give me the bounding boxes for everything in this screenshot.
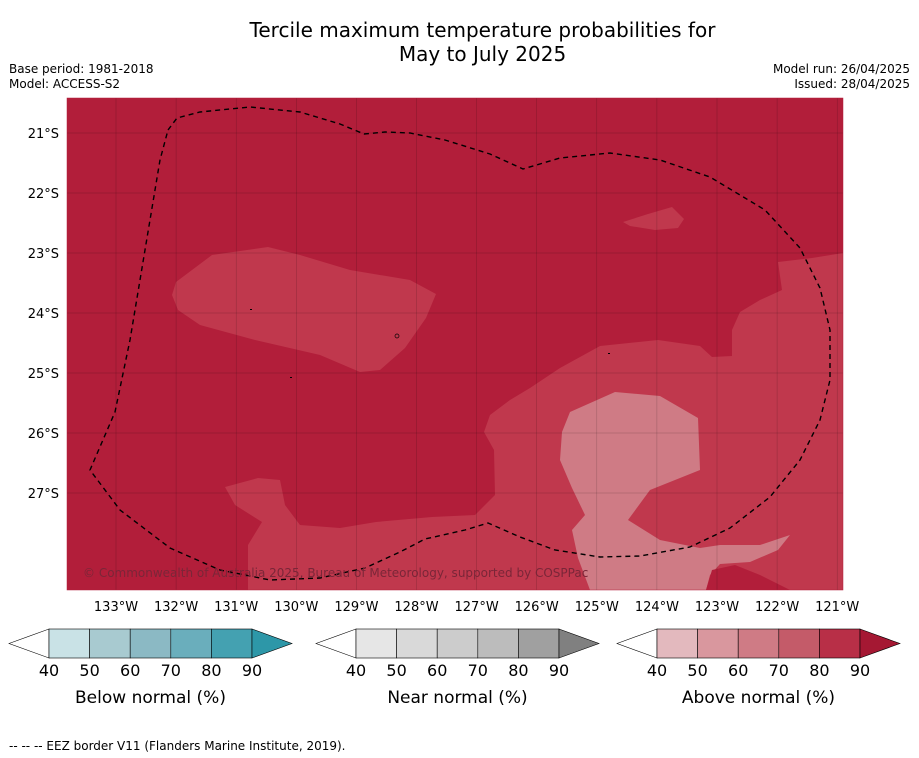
latitude-label: 23°S	[28, 247, 59, 262]
colorbar-title: Below normal (%)	[75, 688, 226, 708]
eez-footnote: -- -- -- EEZ border V11 (Flanders Marine…	[9, 739, 346, 753]
map-area: © Commonwealth of Australia 2025, Bureau…	[67, 98, 843, 590]
colorbar-tick-label: 90	[549, 661, 569, 680]
above-80-90-island	[706, 565, 790, 590]
map-title: Tercile maximum temperature probabilitie…	[0, 18, 919, 66]
colorbar-tick-label: 70	[468, 661, 488, 680]
longitude-label: 123°W	[695, 600, 739, 615]
above-60-70-region	[560, 392, 790, 590]
colorbar-tick-label: 80	[809, 661, 829, 680]
longitude-label: 125°W	[575, 600, 619, 615]
colorbar-tick-label: 50	[79, 661, 99, 680]
colorbar-segment	[396, 628, 438, 659]
longitude-label: 130°W	[274, 600, 318, 615]
colorbar-tick-label: 80	[201, 661, 221, 680]
colorbar-title: Above normal (%)	[682, 688, 835, 708]
colorbar-tick-label: 60	[427, 661, 447, 680]
latitude-label: 27°S	[28, 487, 59, 502]
colorbar-tick-label: 80	[508, 661, 528, 680]
colorbar-segment	[477, 628, 519, 659]
colorbar-tick-label: 90	[242, 661, 262, 680]
colorbar-segment	[737, 628, 780, 659]
colorbars: 40 50 60 70 80 90 Below normal (%) 40 50 60 70 80 90…	[8, 628, 901, 708]
metadata-right: Model run: 26/04/2025 Issued: 28/04/2025	[773, 62, 910, 92]
colorbar-low-extend	[616, 628, 658, 659]
longitude-label: 127°W	[455, 600, 499, 615]
title-line-1: Tercile maximum temperature probabilitie…	[249, 18, 716, 42]
metadata-left: Base period: 1981-2018 Model: ACCESS-S2	[9, 62, 154, 92]
issued-date: Issued: 28/04/2025	[794, 77, 910, 91]
longitude-label: 129°W	[334, 600, 378, 615]
model-name: Model: ACCESS-S2	[9, 77, 121, 91]
above-70-80-region-southeast	[225, 253, 843, 590]
colorbar-tick-label: 60	[120, 661, 140, 680]
colorbar-tick-label: 70	[769, 661, 789, 680]
colorbar-segment	[89, 628, 131, 659]
copyright-text: © Commonwealth of Australia 2025, Bureau…	[83, 566, 588, 580]
colorbar-tick-label: 50	[687, 661, 707, 680]
longitude-labels: 133°W 132°W 131°W 130°W 129°W 128°W 127°W 126°W…	[94, 600, 860, 615]
colorbar-1: 40 50 60 70 80 90 Below normal (%)	[8, 628, 293, 708]
colorbar-low-extend	[8, 628, 50, 659]
colorbar-segment	[129, 628, 172, 659]
latitude-label: 22°S	[28, 187, 59, 202]
longitude-label: 124°W	[635, 600, 679, 615]
colorbar-2: 40 50 60 70 80 90 Near normal (%)	[315, 628, 600, 708]
colorbar-segment	[697, 628, 739, 659]
colorbar-segment	[436, 628, 479, 659]
longitude-label: 126°W	[515, 600, 559, 615]
island-marker	[394, 333, 400, 339]
colorbar-tick-label: 40	[39, 661, 59, 680]
colorbar-segment	[211, 628, 253, 659]
base-period: Base period: 1981-2018	[9, 62, 154, 76]
colorbar-segment	[819, 628, 861, 659]
latitude-label: 25°S	[28, 367, 59, 382]
colorbar-tick-label: 70	[161, 661, 181, 680]
longitude-label: 133°W	[94, 600, 138, 615]
colorbar-low-extend	[315, 628, 357, 659]
colorbar-segment	[170, 628, 212, 659]
colorbar-tick-label: 40	[346, 661, 366, 680]
above-70-80-region-west	[172, 247, 436, 372]
longitude-label: 121°W	[815, 600, 859, 615]
latitude-label: 24°S	[28, 307, 59, 322]
island-marker	[250, 309, 252, 310]
colorbar-tick-label: 90	[850, 661, 870, 680]
colorbar-high-extend	[251, 628, 293, 659]
latitude-label: 26°S	[28, 427, 59, 442]
longitude-label: 128°W	[394, 600, 438, 615]
longitude-label: 131°W	[214, 600, 258, 615]
model-run: Model run: 26/04/2025	[772, 62, 910, 76]
colorbar-high-extend	[558, 628, 600, 659]
eez-border	[89, 106, 831, 581]
title-line-2: May to July 2025	[398, 42, 567, 66]
longitude-label: 122°W	[755, 600, 799, 615]
island-marker	[290, 377, 292, 378]
colorbar-segment	[48, 628, 90, 659]
latitude-labels: 21°S 22°S 23°S 24°S 25°S 26°S 27°S	[28, 127, 59, 502]
colorbar-segment	[778, 628, 820, 659]
graticule	[67, 98, 843, 590]
map-frame	[66, 97, 844, 591]
colorbar-tick-label: 50	[386, 661, 406, 680]
colorbar-tick-label: 40	[647, 661, 667, 680]
colorbar-title: Near normal (%)	[387, 688, 527, 708]
colorbar-segment	[518, 628, 560, 659]
colorbar-3: 40 50 60 70 80 90 Above normal (%)	[616, 628, 901, 708]
above-70-80-region-northeast	[623, 207, 684, 230]
longitude-label: 132°W	[154, 600, 198, 615]
latitude-label: 21°S	[28, 127, 59, 142]
colorbar-segment	[355, 628, 397, 659]
colorbar-tick-label: 60	[728, 661, 748, 680]
colorbar-high-extend	[859, 628, 901, 659]
island-marker	[608, 353, 610, 354]
colorbar-segment	[656, 628, 698, 659]
